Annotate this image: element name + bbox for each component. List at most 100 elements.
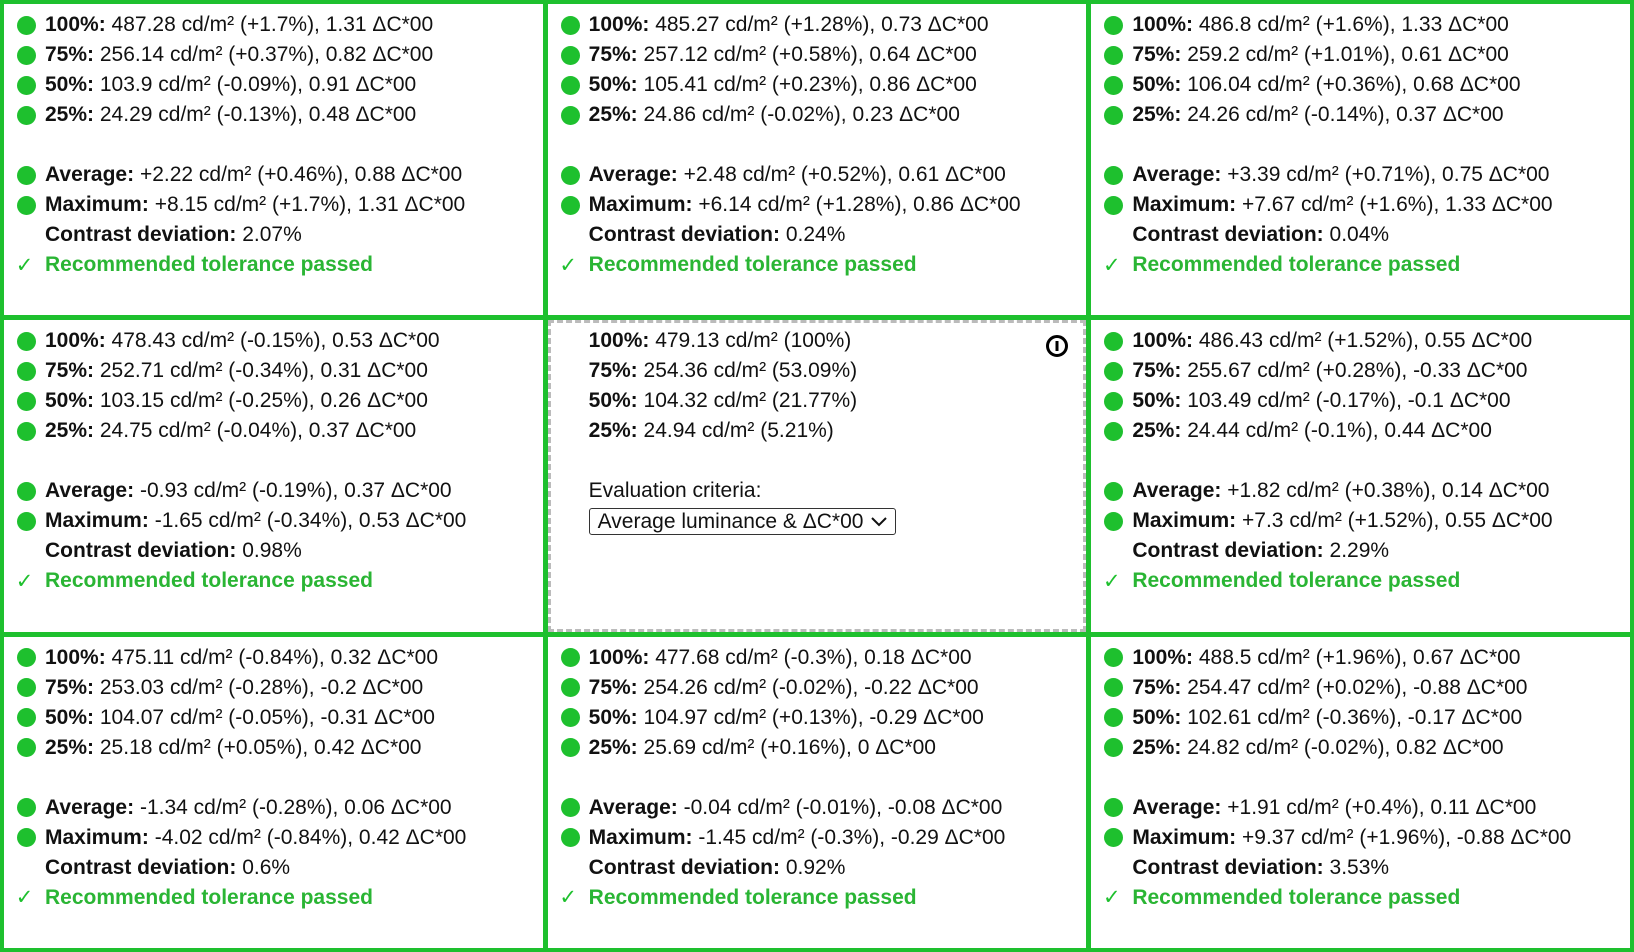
row-value: 254.26 cd/m² (-0.02%), -0.22 ΔC*00 xyxy=(643,675,979,699)
row-value: 104.07 cd/m² (-0.05%), -0.31 ΔC*00 xyxy=(99,705,435,729)
row-label: Maximum: xyxy=(1132,509,1237,533)
row-value: 256.14 cd/m² (+0.37%), 0.82 ΔC*00 xyxy=(99,43,434,66)
row-label: Contrast deviation: xyxy=(1132,539,1324,563)
check-mark: ✓ xyxy=(15,886,34,910)
measurement-cell: 100%: 486.8 cd/m² (+1.6%), 1.33 ΔC*00 75%… xyxy=(1091,4,1630,316)
level-row: 75%: 259.2 cd/m² (+1.01%), 0.61 ΔC*00 xyxy=(1091,40,1630,70)
spacer xyxy=(548,130,1087,160)
criteria-select[interactable]: Average luminance & ΔC*00 xyxy=(588,508,897,536)
row-value: 24.94 cd/m² (5.21%) xyxy=(643,419,834,443)
status-text: Recommended tolerance passed xyxy=(1132,569,1461,593)
spacer xyxy=(1091,763,1630,793)
status-dot xyxy=(17,361,36,381)
status-dot xyxy=(17,45,36,65)
measurement-cell: 100%: 485.27 cd/m² (+1.28%), 0.73 ΔC*00 7… xyxy=(547,4,1087,316)
spacer xyxy=(1091,130,1630,160)
row-label: 25%: xyxy=(45,419,95,443)
row-label: 50%: xyxy=(45,389,95,413)
level-row: 75%: 254.26 cd/m² (-0.02%), -0.22 ΔC*00 xyxy=(548,673,1087,703)
status-dot xyxy=(1104,798,1124,818)
row-value: 252.71 cd/m² (-0.34%), 0.31 ΔC*00 xyxy=(99,359,428,383)
status-row: ✓ Recommended tolerance passed xyxy=(1091,566,1630,596)
spacer xyxy=(548,763,1087,793)
row-label: 25%: xyxy=(588,735,638,759)
row-label: Average: xyxy=(45,163,135,186)
status-dot xyxy=(560,45,580,65)
row-label: Contrast deviation: xyxy=(45,223,237,246)
summary-row: Maximum: -4.02 cd/m² (-0.84%), 0.42 ΔC*0… xyxy=(4,823,543,853)
level-row: 75%: 256.14 cd/m² (+0.37%), 0.82 ΔC*00 xyxy=(4,40,543,70)
row-value: 25.18 cd/m² (+0.05%), 0.42 ΔC*00 xyxy=(99,735,422,759)
info-icon[interactable] xyxy=(1045,334,1069,358)
row-label: 50%: xyxy=(1132,389,1182,413)
row-label: 75%: xyxy=(45,43,95,66)
row-label: Contrast deviation: xyxy=(45,539,237,563)
status-dot xyxy=(1104,195,1124,215)
summary-row: Average: -1.34 cd/m² (-0.28%), 0.06 ΔC*0… xyxy=(4,793,543,823)
row-value: 103.49 cd/m² (-0.17%), -0.1 ΔC*00 xyxy=(1187,389,1511,413)
row-value: 486.43 cd/m² (+1.52%), 0.55 ΔC*00 xyxy=(1198,329,1533,353)
status-row: ✓ Recommended tolerance passed xyxy=(548,883,1087,913)
check-mark: ✓ xyxy=(15,569,34,593)
row-value: 3.53% xyxy=(1329,855,1390,879)
status-dot xyxy=(560,798,580,818)
check-mark: ✓ xyxy=(559,886,577,910)
status-dot xyxy=(560,195,580,215)
summary-row: Maximum: -1.65 cd/m² (-0.34%), 0.53 ΔC*0… xyxy=(4,506,543,536)
level-row: 100%: 485.27 cd/m² (+1.28%), 0.73 ΔC*00 xyxy=(548,10,1087,40)
row-value: +9.37 cd/m² (+1.96%), -0.88 ΔC*00 xyxy=(1242,825,1572,849)
summary-row: Maximum: +6.14 cd/m² (+1.28%), 0.86 ΔC*0… xyxy=(548,190,1087,220)
row-label: 75%: xyxy=(588,43,638,66)
status-dot xyxy=(17,738,36,758)
status-dot xyxy=(560,165,580,185)
contrast-row: Contrast deviation: 0.98% xyxy=(4,536,543,566)
spacer xyxy=(551,446,1084,476)
row-value: 102.61 cd/m² (-0.36%), -0.17 ΔC*00 xyxy=(1187,705,1523,729)
contrast-row: Contrast deviation: 2.07% xyxy=(4,220,543,250)
row-label: Maximum: xyxy=(588,193,693,216)
level-row: 25%: 24.94 cd/m² (5.21%) xyxy=(551,416,1084,446)
row-value: +6.14 cd/m² (+1.28%), 0.86 ΔC*00 xyxy=(698,193,1021,216)
row-value: 2.07% xyxy=(242,223,302,246)
summary-row: Average: +1.91 cd/m² (+0.4%), 0.11 ΔC*00 xyxy=(1091,793,1630,823)
row-value: 0.24% xyxy=(785,223,846,246)
row-label: 25%: xyxy=(1132,103,1182,126)
status-dot xyxy=(17,511,36,531)
row-value: 24.75 cd/m² (-0.04%), 0.37 ΔC*00 xyxy=(99,419,417,443)
level-row: 25%: 24.29 cd/m² (-0.13%), 0.48 ΔC*00 xyxy=(4,100,543,130)
row-label: Average: xyxy=(45,795,135,819)
row-label: Contrast deviation: xyxy=(1132,223,1324,246)
status-dot xyxy=(1104,75,1124,95)
status-dot xyxy=(1104,481,1124,501)
row-label: 25%: xyxy=(45,103,95,126)
check-mark: ✓ xyxy=(1103,886,1121,910)
row-value: 25.69 cd/m² (+0.16%), 0 ΔC*00 xyxy=(643,735,936,759)
row-value: 2.29% xyxy=(1329,539,1390,563)
status-dot xyxy=(17,15,36,35)
row-label: 75%: xyxy=(45,675,95,699)
row-value: -1.45 cd/m² (-0.3%), -0.29 ΔC*00 xyxy=(698,825,1006,849)
row-value: 487.28 cd/m² (+1.7%), 1.31 ΔC*00 xyxy=(111,13,434,36)
row-label: 25%: xyxy=(588,419,638,443)
row-value: 257.12 cd/m² (+0.58%), 0.64 ΔC*00 xyxy=(643,43,977,66)
level-row: 75%: 253.03 cd/m² (-0.28%), -0.2 ΔC*00 xyxy=(4,673,543,703)
status-dot xyxy=(1104,678,1124,698)
status-dot xyxy=(560,828,580,848)
contrast-row: Contrast deviation: 0.24% xyxy=(548,220,1087,250)
row-value: 477.68 cd/m² (-0.3%), 0.18 ΔC*00 xyxy=(655,645,972,669)
row-label: 50%: xyxy=(1132,73,1182,96)
row-value: 24.86 cd/m² (-0.02%), 0.23 ΔC*00 xyxy=(643,103,960,126)
status-row: ✓ Recommended tolerance passed xyxy=(4,566,543,596)
status-text: Recommended tolerance passed xyxy=(45,253,373,276)
reference-cell: 100%: 479.13 cd/m² (100%) 75%: 254.36 cd/… xyxy=(547,320,1087,632)
row-value: +3.39 cd/m² (+0.71%), 0.75 ΔC*00 xyxy=(1227,163,1550,186)
row-value: 253.03 cd/m² (-0.28%), -0.2 ΔC*00 xyxy=(99,675,424,699)
status-dot xyxy=(17,678,36,698)
level-row: 50%: 104.07 cd/m² (-0.05%), -0.31 ΔC*00 xyxy=(4,703,543,733)
row-label: 50%: xyxy=(1132,705,1182,729)
check-mark: ✓ xyxy=(1103,253,1121,277)
row-label: Average: xyxy=(45,479,135,503)
row-value: +1.82 cd/m² (+0.38%), 0.14 ΔC*00 xyxy=(1227,479,1550,503)
